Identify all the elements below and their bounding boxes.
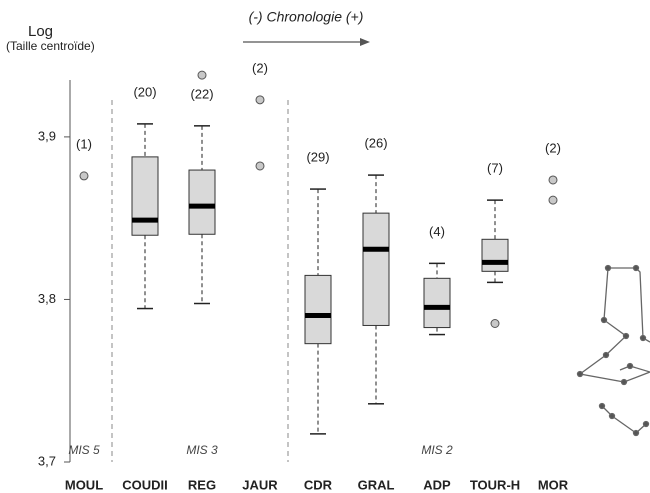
count-label: (20) (133, 84, 156, 99)
chart-subtitle: (Taille centroïde) (6, 39, 95, 53)
point (548, 175, 558, 185)
landmark (639, 334, 647, 342)
count-label: (2) (252, 60, 268, 75)
shape-outline (578, 267, 650, 383)
landmark (608, 412, 616, 420)
box (481, 238, 509, 272)
period-label: MIS 5 (68, 443, 100, 457)
shape-outline (601, 405, 647, 434)
count-label: (4) (429, 224, 445, 239)
point (255, 95, 265, 105)
x-tick-label: TOUR-H (470, 477, 520, 492)
shape-icon (576, 264, 650, 437)
count-label: (7) (487, 161, 503, 176)
count-label: (29) (306, 150, 329, 165)
count-label: (22) (190, 86, 213, 101)
x-tick-label: GRAL (358, 477, 395, 492)
box (131, 156, 159, 236)
point (490, 319, 500, 329)
period-label: MIS 2 (421, 443, 453, 457)
landmark (642, 420, 650, 428)
landmark (598, 402, 606, 410)
point (255, 161, 265, 171)
annotation: (-) Chronologie (+) (249, 9, 364, 25)
point (197, 70, 207, 80)
box (304, 274, 332, 345)
y-tick-label: 3,9 (38, 128, 56, 143)
landmark (600, 316, 608, 324)
x-tick-label: MOUL (65, 477, 103, 492)
chart-title: Log (28, 23, 53, 40)
box (362, 212, 390, 326)
landmark (604, 264, 612, 272)
landmark (632, 264, 640, 272)
landmark (576, 370, 584, 378)
point (79, 171, 89, 181)
count-label: (1) (76, 136, 92, 151)
x-tick-label: REG (188, 477, 216, 492)
box (188, 169, 216, 235)
x-tick-label: JAUR (242, 477, 278, 492)
count-label: (2) (545, 140, 561, 155)
landmark (620, 378, 628, 386)
shape-outline (608, 267, 650, 343)
y-tick-label: 3,7 (38, 453, 56, 468)
x-tick-label: CDR (304, 477, 333, 492)
box (423, 277, 451, 329)
period-label: MIS 3 (186, 443, 218, 457)
y-tick-label: 3,8 (38, 291, 56, 306)
point (548, 195, 558, 205)
landmark (626, 362, 634, 370)
landmark (622, 332, 630, 340)
landmark (632, 429, 640, 437)
landmark (602, 351, 610, 359)
count-label: (26) (364, 136, 387, 151)
arrow-head (360, 38, 370, 46)
x-tick-label: ADP (423, 477, 451, 492)
x-tick-label: MOR (538, 477, 569, 492)
x-tick-label: COUDII (122, 477, 168, 492)
